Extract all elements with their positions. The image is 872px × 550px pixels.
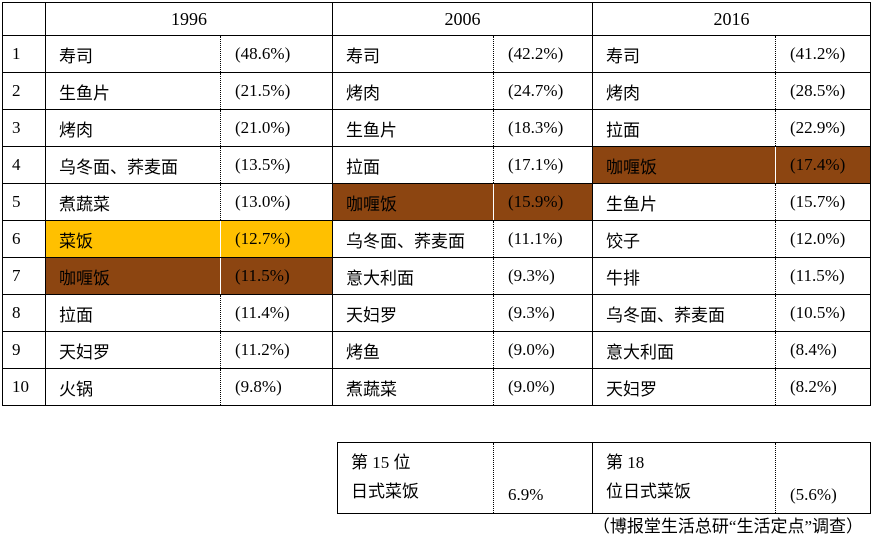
percentage-cell: (21.5%) bbox=[220, 72, 333, 110]
percentage-cell: (8.2%) bbox=[775, 368, 871, 406]
main-ranking-table: 1996 2006 2016 1 寿司 (48.6%) 寿司 (42.2%) 寿司 (41.… bbox=[2, 2, 871, 406]
percentage-cell: (9.3%) bbox=[493, 294, 593, 332]
food-name-cell: 生鱼片 bbox=[45, 72, 221, 110]
rank-column-header bbox=[2, 2, 46, 36]
runner-up-food-line: 位日式菜饭 bbox=[606, 482, 691, 501]
rank-cell: 8 bbox=[2, 294, 46, 332]
table-row: 7 咖喱饭 (11.5%) 意大利面 (9.3%) 牛排 (11.5%) bbox=[2, 257, 871, 295]
runner-up-food-line: 日式菜饭 bbox=[351, 482, 419, 501]
percentage-cell: (9.0%) bbox=[493, 368, 593, 406]
percentage-cell: (22.9%) bbox=[775, 109, 871, 147]
runner-up-rank-line: 第 15 位 bbox=[351, 453, 411, 472]
food-name-cell: 乌冬面、荞麦面 bbox=[332, 220, 494, 258]
food-name-cell: 拉面 bbox=[45, 294, 221, 332]
food-name-cell: 烤肉 bbox=[592, 72, 776, 110]
rank-cell: 2 bbox=[2, 72, 46, 110]
rank-cell: 9 bbox=[2, 331, 46, 369]
table-row: 8 拉面 (11.4%) 天妇罗 (9.3%) 乌冬面、荞麦面 (10.5%) bbox=[2, 294, 871, 332]
table-row: 5 煮蔬菜 (13.0%) 咖喱饭 (15.9%) 生鱼片 (15.7%) bbox=[2, 183, 871, 221]
food-name-cell: 烤肉 bbox=[45, 109, 221, 147]
rank-cell: 3 bbox=[2, 109, 46, 147]
percentage-cell: (15.9%) bbox=[493, 183, 593, 221]
percentage-cell: (11.2%) bbox=[220, 331, 333, 369]
rank-cell: 6 bbox=[2, 220, 46, 258]
percentage-cell: (21.0%) bbox=[220, 109, 333, 147]
percentage-cell: (11.4%) bbox=[220, 294, 333, 332]
percentage-cell: (48.6%) bbox=[220, 35, 333, 73]
food-name-cell: 煮蔬菜 bbox=[332, 368, 494, 406]
percentage-cell: (42.2%) bbox=[493, 35, 593, 73]
food-name-cell: 饺子 bbox=[592, 220, 776, 258]
rank-cell: 4 bbox=[2, 146, 46, 184]
source-note: （博报堂生活总研“生活定点”调查） bbox=[592, 517, 863, 536]
food-name-cell: 咖喱饭 bbox=[332, 183, 494, 221]
food-name-cell: 寿司 bbox=[592, 35, 776, 73]
percentage-cell: (9.0%) bbox=[493, 331, 593, 369]
food-name-cell: 烤鱼 bbox=[332, 331, 494, 369]
header-row: 1996 2006 2016 bbox=[2, 2, 871, 36]
percentage-cell: (17.1%) bbox=[493, 146, 593, 184]
food-name-cell: 菜饭 bbox=[45, 220, 221, 258]
table-row: 4 乌冬面、荞麦面 (13.5%) 拉面 (17.1%) 咖喱饭 (17.4%) bbox=[2, 146, 871, 184]
runner-up-row: 第 15 位 日式菜饭 6.9% 第 18 位日式菜饭 (5.6%) bbox=[337, 442, 871, 514]
percentage-cell: (28.5%) bbox=[775, 72, 871, 110]
food-name-cell: 咖喱饭 bbox=[45, 257, 221, 295]
percentage-cell: (11.5%) bbox=[220, 257, 333, 295]
percentage-cell: (12.7%) bbox=[220, 220, 333, 258]
rank-cell: 1 bbox=[2, 35, 46, 73]
food-name-cell: 烤肉 bbox=[332, 72, 494, 110]
food-name-cell: 意大利面 bbox=[332, 257, 494, 295]
percentage-cell: (8.4%) bbox=[775, 331, 871, 369]
percentage-cell: (11.1%) bbox=[493, 220, 593, 258]
ranking-rows: 1 寿司 (48.6%) 寿司 (42.2%) 寿司 (41.2%) 2 生鱼片 (21.5%) 烤… bbox=[2, 35, 871, 406]
food-name-cell: 火锅 bbox=[45, 368, 221, 406]
food-name-cell: 拉面 bbox=[592, 109, 776, 147]
percentage-cell: (13.5%) bbox=[220, 146, 333, 184]
percentage-cell: (15.7%) bbox=[775, 183, 871, 221]
table-row: 2 生鱼片 (21.5%) 烤肉 (24.7%) 烤肉 (28.5%) bbox=[2, 72, 871, 110]
year-header-1996: 1996 bbox=[45, 2, 333, 36]
food-name-cell: 牛排 bbox=[592, 257, 776, 295]
table-row: 6 菜饭 (12.7%) 乌冬面、荞麦面 (11.1%) 饺子 (12.0%) bbox=[2, 220, 871, 258]
food-name-cell: 天妇罗 bbox=[45, 331, 221, 369]
food-name-cell: 拉面 bbox=[332, 146, 494, 184]
food-name-cell: 乌冬面、荞麦面 bbox=[592, 294, 776, 332]
runner-up-value-2006: 6.9% bbox=[493, 442, 593, 514]
rank-cell: 5 bbox=[2, 183, 46, 221]
percentage-cell: (12.0%) bbox=[775, 220, 871, 258]
runner-up-label-2006: 第 15 位 日式菜饭 bbox=[337, 442, 494, 514]
percentage-cell: (9.3%) bbox=[493, 257, 593, 295]
food-name-cell: 意大利面 bbox=[592, 331, 776, 369]
food-name-cell: 生鱼片 bbox=[332, 109, 494, 147]
food-name-cell: 咖喱饭 bbox=[592, 146, 776, 184]
rank-cell: 7 bbox=[2, 257, 46, 295]
runner-up-value-2016: (5.6%) bbox=[775, 442, 871, 514]
percentage-cell: (24.7%) bbox=[493, 72, 593, 110]
runner-up-rank-line: 第 18 bbox=[606, 453, 645, 472]
year-header-2006: 2006 bbox=[332, 2, 593, 36]
table-row: 9 天妇罗 (11.2%) 烤鱼 (9.0%) 意大利面 (8.4%) bbox=[2, 331, 871, 369]
runner-up-label-2016: 第 18 位日式菜饭 bbox=[592, 442, 776, 514]
percentage-cell: (18.3%) bbox=[493, 109, 593, 147]
year-header-2016: 2016 bbox=[592, 2, 871, 36]
percentage-cell: (13.0%) bbox=[220, 183, 333, 221]
percentage-cell: (41.2%) bbox=[775, 35, 871, 73]
food-name-cell: 寿司 bbox=[332, 35, 494, 73]
table-row: 3 烤肉 (21.0%) 生鱼片 (18.3%) 拉面 (22.9%) bbox=[2, 109, 871, 147]
food-name-cell: 生鱼片 bbox=[592, 183, 776, 221]
percentage-cell: (9.8%) bbox=[220, 368, 333, 406]
rank-cell: 10 bbox=[2, 368, 46, 406]
runner-up-table: 第 15 位 日式菜饭 6.9% 第 18 位日式菜饭 (5.6%) bbox=[337, 442, 871, 514]
food-name-cell: 天妇罗 bbox=[332, 294, 494, 332]
food-name-cell: 天妇罗 bbox=[592, 368, 776, 406]
percentage-cell: (17.4%) bbox=[775, 146, 871, 184]
food-name-cell: 乌冬面、荞麦面 bbox=[45, 146, 221, 184]
percentage-cell: (10.5%) bbox=[775, 294, 871, 332]
table-row: 10 火锅 (9.8%) 煮蔬菜 (9.0%) 天妇罗 (8.2%) bbox=[2, 368, 871, 406]
table-row: 1 寿司 (48.6%) 寿司 (42.2%) 寿司 (41.2%) bbox=[2, 35, 871, 73]
percentage-cell: (11.5%) bbox=[775, 257, 871, 295]
food-name-cell: 寿司 bbox=[45, 35, 221, 73]
food-name-cell: 煮蔬菜 bbox=[45, 183, 221, 221]
